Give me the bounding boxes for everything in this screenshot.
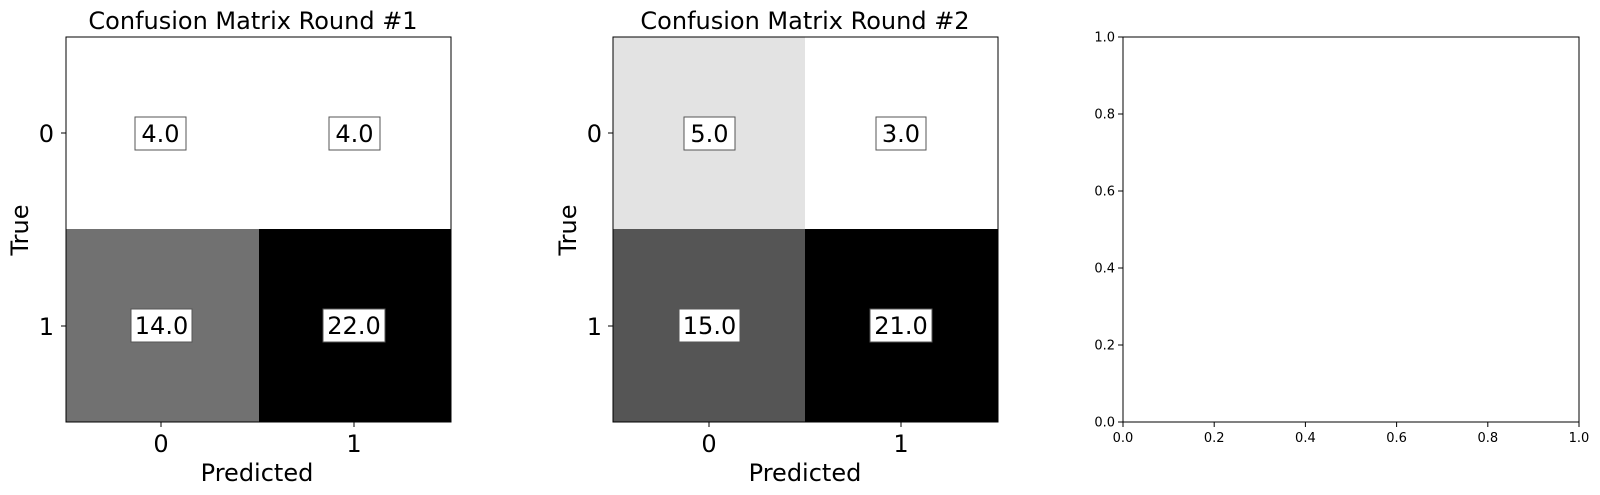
- x-tick-label: 1: [346, 430, 361, 458]
- cell-label-box: [134, 116, 187, 151]
- cell-value: 3.0: [882, 120, 920, 148]
- axes-frame: [1122, 36, 1580, 423]
- x-axis-label: Predicted: [749, 459, 862, 487]
- x-tick-label: 0.8: [1477, 431, 1498, 446]
- cell-label-box: [322, 308, 386, 343]
- chart-title: Confusion Matrix Round #2: [640, 7, 969, 35]
- x-tick-label: 0.2: [1204, 431, 1225, 446]
- cell-value: 5.0: [690, 120, 728, 148]
- y-tick-label: 0.6: [1094, 185, 1115, 200]
- x-tick-label: 0.6: [1386, 431, 1407, 446]
- cell-label-0-1: 3.0: [875, 116, 927, 151]
- cell-label-0-0: 5.0: [683, 116, 736, 151]
- axes-frame: [612, 36, 999, 423]
- x-axis: 0.0 0.2 0.4 0.6 0.8 1.0: [1113, 422, 1590, 446]
- cell-value: 15.0: [683, 312, 736, 340]
- cell-label-0-0: 4.0: [134, 116, 187, 151]
- y-tick-label: 1.0: [1094, 31, 1115, 46]
- axes-frame: [65, 36, 452, 423]
- confusion-matrix-2: Confusion Matrix Round #2 5.0 3.0 15.0 2…: [554, 7, 999, 487]
- cell-label-box: [678, 308, 741, 343]
- y-tick-label: 1: [587, 313, 602, 341]
- y-tick-label: 0: [39, 120, 54, 148]
- cell-label-box: [683, 116, 736, 151]
- cell-value: 22.0: [327, 312, 380, 340]
- cell-label-box: [875, 116, 927, 151]
- x-tick-label: 0.0: [1113, 431, 1134, 446]
- x-tick-label: 0.4: [1295, 431, 1316, 446]
- cell-value: 21.0: [874, 312, 927, 340]
- y-tick-label: 0: [587, 120, 602, 148]
- cell-label-1-1: 22.0: [322, 308, 386, 343]
- cell-label-box: [869, 308, 933, 343]
- y-axis-label: True: [554, 205, 582, 257]
- y-tick-label: 0.0: [1094, 416, 1115, 431]
- cell-label-box: [130, 308, 193, 343]
- empty-axes: 0.0 0.2 0.4 0.6 0.8 1.0 0.0 0.2 0.4 0.6 0.8 1.0: [1094, 31, 1589, 447]
- x-tick-label: 1.0: [1569, 431, 1590, 446]
- cell-value: 4.0: [335, 120, 373, 148]
- cell-value: 14.0: [135, 312, 188, 340]
- cell-label-1-0: 14.0: [130, 308, 193, 343]
- x-tick-label: 0: [153, 430, 168, 458]
- y-axis: 0.0 0.2 0.4 0.6 0.8 1.0: [1094, 31, 1123, 431]
- cell-label-box: [328, 116, 381, 151]
- confusion-matrix-1: Confusion Matrix Round #1 4.0 4.0 14.0 2…: [6, 7, 452, 487]
- chart-title: Confusion Matrix Round #1: [88, 7, 417, 35]
- x-tick-label: 1: [893, 430, 908, 458]
- cell-label-1-1: 21.0: [869, 308, 933, 343]
- cell-label-1-0: 15.0: [678, 308, 741, 343]
- x-tick-label: 0: [701, 430, 716, 458]
- y-tick-label: 0.2: [1094, 339, 1115, 354]
- y-axis-label: True: [6, 205, 34, 257]
- y-tick-label: 0.8: [1094, 108, 1115, 123]
- cell-label-0-1: 4.0: [328, 116, 381, 151]
- y-tick-label: 1: [39, 313, 54, 341]
- y-tick-label: 0.4: [1094, 262, 1115, 277]
- x-axis-label: Predicted: [201, 459, 314, 487]
- cell-value: 4.0: [141, 120, 179, 148]
